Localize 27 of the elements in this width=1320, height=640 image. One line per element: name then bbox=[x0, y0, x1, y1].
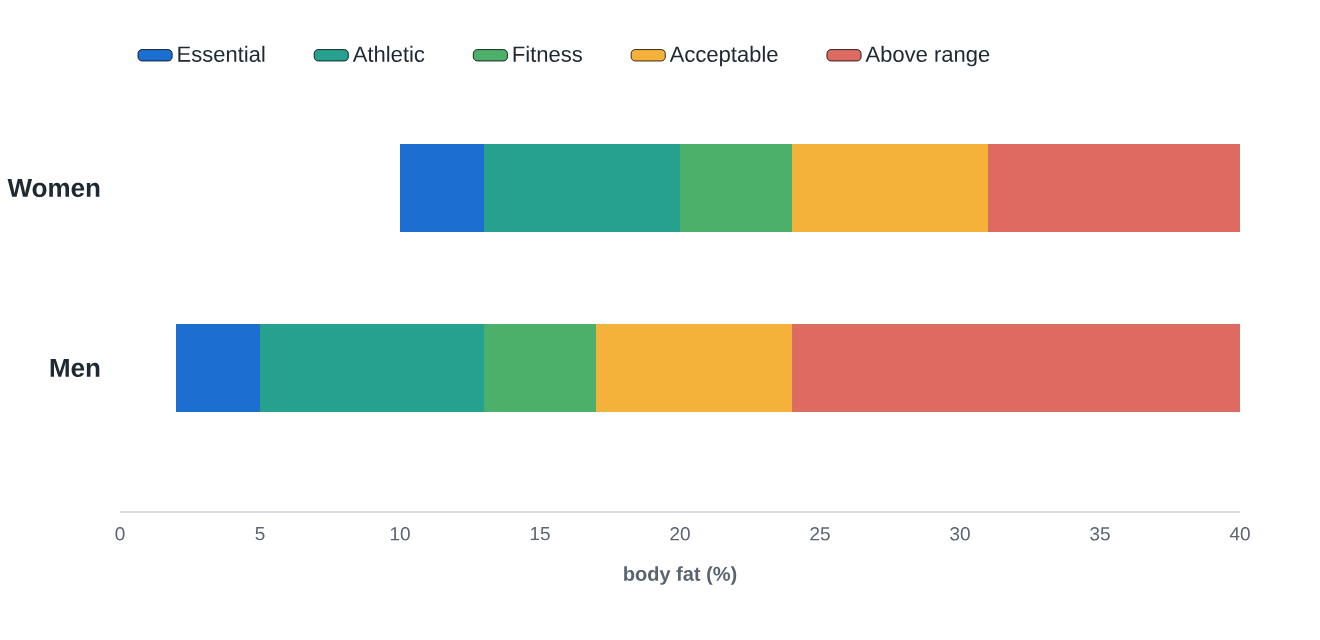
bar bbox=[484, 143, 681, 233]
legend-label: Athletic bbox=[352, 45, 425, 62]
bar bbox=[988, 143, 1241, 233]
x-tick-label: 25 bbox=[810, 527, 830, 541]
x-tick-label: 10 bbox=[390, 527, 410, 541]
x-tick-label: 30 bbox=[950, 527, 970, 541]
x-tick-label: 15 bbox=[530, 527, 550, 541]
x-tick-label: 0 bbox=[115, 527, 125, 541]
legend-label: Above range bbox=[865, 45, 990, 67]
x-tick-label: 20 bbox=[670, 527, 690, 541]
bar bbox=[400, 143, 485, 233]
bar bbox=[680, 143, 793, 233]
x-tick-label: 35 bbox=[1090, 527, 1110, 541]
x-tick-label: 40 bbox=[1229, 527, 1250, 541]
x-tick-label: 5 bbox=[255, 527, 265, 541]
y-tick-label: Women bbox=[7, 178, 100, 198]
legend-label: Acceptable bbox=[669, 45, 778, 67]
bar bbox=[260, 323, 485, 413]
bar bbox=[176, 323, 261, 413]
legend-label: Fitness bbox=[513, 45, 582, 62]
y-tick-label: Men bbox=[50, 358, 100, 378]
bar bbox=[792, 323, 1241, 413]
legend-label: Essential bbox=[178, 45, 265, 62]
bar bbox=[792, 143, 988, 233]
bar bbox=[596, 323, 793, 413]
bar bbox=[484, 323, 596, 413]
x-axis-title: body fat (%) bbox=[624, 566, 737, 585]
